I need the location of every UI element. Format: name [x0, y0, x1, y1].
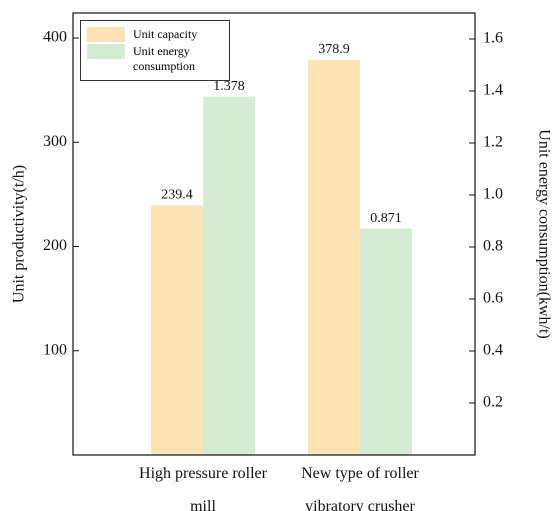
y2-tick-label: 0.4 — [483, 342, 503, 359]
legend-entry: Unit energy consumption — [87, 44, 223, 74]
plot-frame — [72, 12, 476, 456]
legend-label: Unit energy consumption — [133, 44, 195, 73]
data-label: 239.4 — [161, 188, 193, 203]
legend-entry: Unit capacity — [87, 27, 223, 42]
y2-axis-label: Unit energy consumption(kwh/t) — [535, 129, 552, 338]
y-tick-label: 200 — [43, 237, 67, 254]
legend-swatch — [87, 44, 125, 59]
data-label: 0.871 — [370, 211, 402, 226]
y2-tick-label: 1.2 — [483, 134, 503, 151]
data-label: 378.9 — [318, 42, 350, 57]
legend-swatch — [87, 27, 125, 42]
y2-tick-label: 1.4 — [483, 82, 503, 99]
y2-tick-label: 0.8 — [483, 238, 503, 255]
y-axis-label: Unit productivity(t/h) — [11, 165, 28, 303]
bar — [360, 228, 412, 455]
bar — [151, 205, 203, 455]
x-tick-label: High pressure roller mill — [139, 465, 267, 511]
y2-tick-label: 0.6 — [483, 290, 503, 307]
bar — [308, 60, 360, 456]
y2-tick-label: 0.2 — [483, 394, 503, 411]
legend: Unit capacity Unit energy consumption — [80, 20, 230, 81]
bar — [203, 96, 255, 455]
y2-tick-label: 1.0 — [483, 186, 503, 203]
y-tick-label: 100 — [43, 341, 67, 358]
legend-label: Unit capacity — [133, 27, 198, 41]
x-tick-label: New type of roller vibratory crusher — [301, 465, 419, 511]
y-tick-label: 400 — [43, 29, 67, 46]
y-tick-label: 300 — [43, 133, 67, 150]
y2-tick-label: 1.6 — [483, 30, 503, 47]
data-label: 1.378 — [213, 79, 245, 94]
